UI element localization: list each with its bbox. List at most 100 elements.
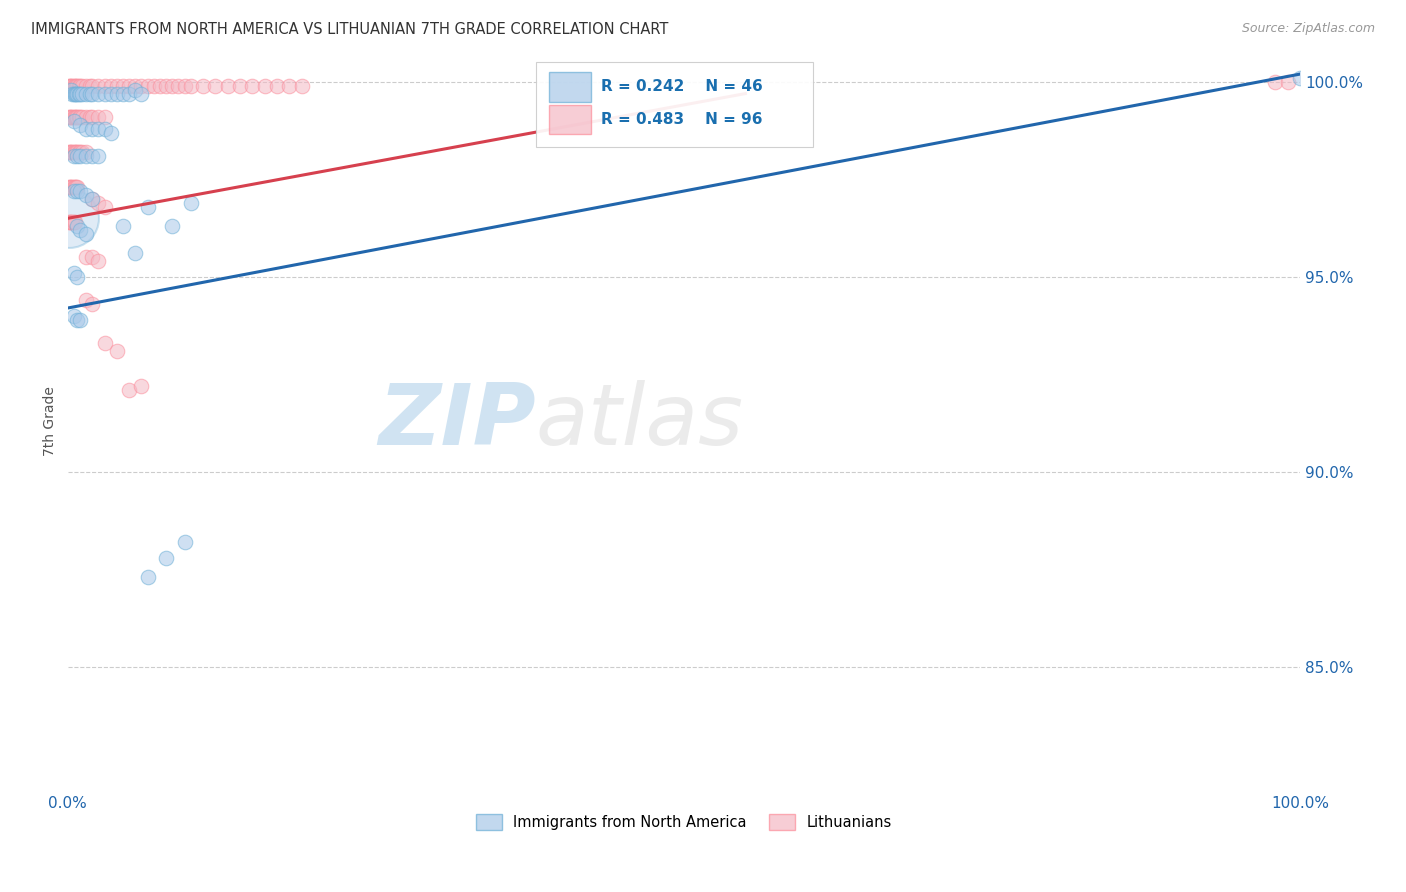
Point xyxy=(79,78,101,93)
Point xyxy=(58,215,80,229)
Point xyxy=(63,110,86,124)
Point xyxy=(59,180,82,194)
Point xyxy=(75,293,97,308)
Point xyxy=(229,78,252,93)
Point xyxy=(124,246,146,260)
Point xyxy=(58,211,80,226)
Point xyxy=(63,87,86,101)
Point xyxy=(131,379,153,393)
Point xyxy=(63,145,86,159)
Point xyxy=(60,215,83,229)
Point xyxy=(162,219,184,234)
Point xyxy=(82,192,104,206)
Point xyxy=(62,309,84,323)
Point xyxy=(278,78,301,93)
Point xyxy=(242,78,264,93)
Point xyxy=(75,121,97,136)
Point xyxy=(155,78,177,93)
Point xyxy=(87,254,110,268)
Point xyxy=(67,110,90,124)
Point xyxy=(82,251,104,265)
Point xyxy=(69,78,91,93)
Point xyxy=(60,110,83,124)
Point xyxy=(62,78,84,93)
Point xyxy=(62,184,84,198)
Point xyxy=(1277,75,1299,89)
Point xyxy=(69,223,91,237)
Point xyxy=(60,180,83,194)
Point xyxy=(66,78,89,93)
Point xyxy=(72,145,94,159)
Point xyxy=(62,114,84,128)
Point xyxy=(82,121,104,136)
Point xyxy=(62,180,84,194)
Point xyxy=(62,180,84,194)
Point xyxy=(118,78,141,93)
Point xyxy=(66,269,89,284)
Point xyxy=(118,87,141,101)
Point xyxy=(75,251,97,265)
Point xyxy=(136,570,159,584)
Point xyxy=(59,215,82,229)
Point xyxy=(82,87,104,101)
Point xyxy=(93,87,115,101)
Point xyxy=(62,215,84,229)
Point xyxy=(72,78,94,93)
Point xyxy=(93,200,115,214)
Point xyxy=(59,78,82,93)
Point xyxy=(204,78,226,93)
Point xyxy=(118,383,141,397)
Point xyxy=(75,227,97,241)
Point xyxy=(82,149,104,163)
Point xyxy=(82,297,104,311)
Text: Source: ZipAtlas.com: Source: ZipAtlas.com xyxy=(1241,22,1375,36)
Point xyxy=(59,110,82,124)
Point xyxy=(111,78,134,93)
Point xyxy=(82,192,104,206)
Point xyxy=(87,149,110,163)
Point xyxy=(79,110,101,124)
Point xyxy=(60,83,83,97)
Point xyxy=(62,266,84,280)
Point xyxy=(62,145,84,159)
Point xyxy=(105,87,128,101)
Point xyxy=(63,78,86,93)
Point xyxy=(62,110,84,124)
FancyBboxPatch shape xyxy=(550,104,592,135)
Legend: Immigrants from North America, Lithuanians: Immigrants from North America, Lithuania… xyxy=(470,809,898,836)
Point xyxy=(58,180,80,194)
Point xyxy=(111,87,134,101)
Point xyxy=(65,87,87,101)
Point xyxy=(66,219,89,234)
FancyBboxPatch shape xyxy=(536,62,813,147)
Point xyxy=(253,78,276,93)
Point xyxy=(66,87,89,101)
Point xyxy=(87,110,110,124)
Point xyxy=(72,110,94,124)
Text: atlas: atlas xyxy=(536,380,744,463)
Point xyxy=(87,195,110,210)
Point xyxy=(67,87,90,101)
Point xyxy=(72,87,94,101)
Point xyxy=(66,180,89,194)
Point xyxy=(180,195,202,210)
Point xyxy=(100,78,122,93)
Point xyxy=(124,78,146,93)
Point xyxy=(69,184,91,198)
Point xyxy=(63,215,86,229)
Point xyxy=(124,83,146,97)
Point xyxy=(65,78,87,93)
Point xyxy=(75,149,97,163)
Point xyxy=(60,78,83,93)
Point xyxy=(131,87,153,101)
Point xyxy=(66,145,89,159)
Point xyxy=(87,87,110,101)
Y-axis label: 7th Grade: 7th Grade xyxy=(44,386,58,456)
Point xyxy=(173,78,195,93)
Point xyxy=(136,200,159,214)
Point xyxy=(93,121,115,136)
Point xyxy=(66,149,89,163)
Point xyxy=(62,149,84,163)
Point xyxy=(62,145,84,159)
Point xyxy=(69,149,91,163)
